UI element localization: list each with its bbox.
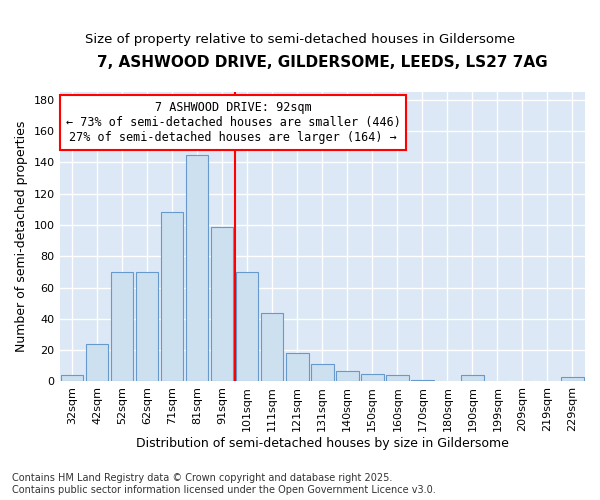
Text: Size of property relative to semi-detached houses in Gildersome: Size of property relative to semi-detach…	[85, 32, 515, 46]
Title: 7, ASHWOOD DRIVE, GILDERSOME, LEEDS, LS27 7AG: 7, ASHWOOD DRIVE, GILDERSOME, LEEDS, LS2…	[97, 55, 548, 70]
Bar	[161, 212, 184, 382]
Bar	[61, 375, 83, 382]
Bar	[386, 375, 409, 382]
Bar	[286, 354, 308, 382]
Text: Contains HM Land Registry data © Crown copyright and database right 2025.
Contai: Contains HM Land Registry data © Crown c…	[12, 474, 436, 495]
Bar	[136, 272, 158, 382]
Text: 7 ASHWOOD DRIVE: 92sqm
← 73% of semi-detached houses are smaller (446)
27% of se: 7 ASHWOOD DRIVE: 92sqm ← 73% of semi-det…	[65, 100, 400, 144]
Bar	[311, 364, 334, 382]
Bar	[236, 272, 259, 382]
Bar	[211, 226, 233, 382]
Bar	[86, 344, 109, 382]
Bar	[261, 312, 283, 382]
Bar	[461, 375, 484, 382]
Y-axis label: Number of semi-detached properties: Number of semi-detached properties	[15, 121, 28, 352]
X-axis label: Distribution of semi-detached houses by size in Gildersome: Distribution of semi-detached houses by …	[136, 437, 509, 450]
Bar	[561, 377, 584, 382]
Bar	[336, 370, 359, 382]
Bar	[111, 272, 133, 382]
Bar	[361, 374, 383, 382]
Bar	[186, 154, 208, 382]
Bar	[411, 380, 434, 382]
